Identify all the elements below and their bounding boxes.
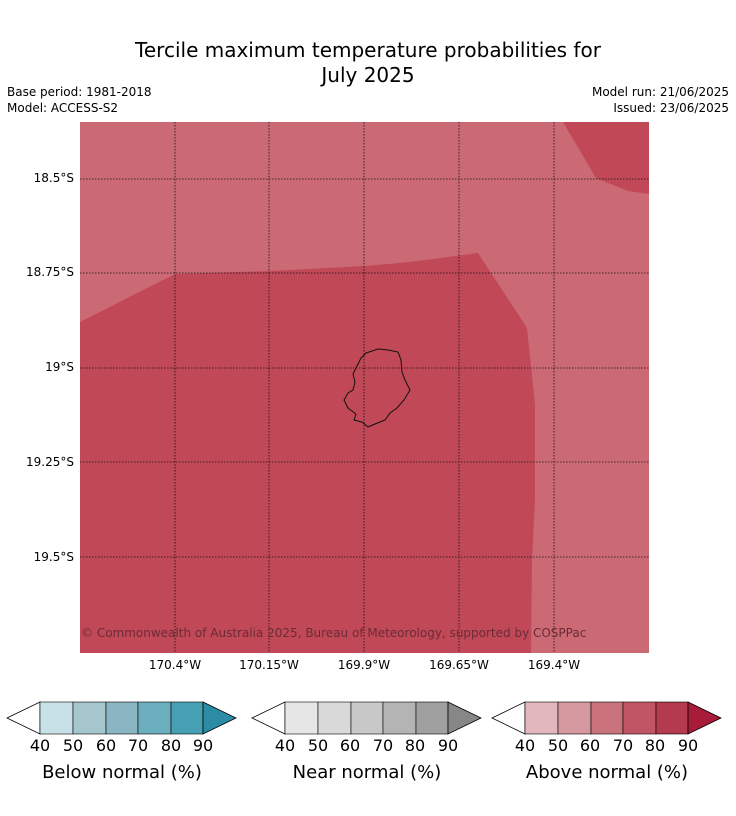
meta-right: Model run: 21/06/2025 Issued: 23/06/2025 xyxy=(592,84,729,116)
colorbar-tick: 90 xyxy=(437,736,459,755)
colorbar-tick: 40 xyxy=(29,736,51,755)
lat-label: 18.5°S xyxy=(33,171,74,185)
model-name: Model: ACCESS-S2 xyxy=(7,101,119,115)
colorbar-tick: 60 xyxy=(579,736,601,755)
colorbar-label: Below normal (%) xyxy=(42,762,202,783)
colorbar-tick: 80 xyxy=(404,736,426,755)
colorbar-tick: 50 xyxy=(62,736,84,755)
lat-label: 19.5°S xyxy=(33,550,74,564)
lat-label: 19°S xyxy=(45,360,74,374)
page-title: Tercile maximum temperature probabilitie… xyxy=(0,38,736,88)
colorbar-near-normal xyxy=(251,701,482,735)
title-line-2: July 2025 xyxy=(321,63,415,87)
colorbar-tick: 70 xyxy=(127,736,149,755)
lon-label: 169.65°W xyxy=(429,658,489,672)
colorbar-extend-low xyxy=(491,701,526,735)
colorbar-tick: 60 xyxy=(95,736,117,755)
colorbar-tick: 50 xyxy=(307,736,329,755)
copyright-notice: © Commonwealth of Australia 2025, Bureau… xyxy=(81,626,587,640)
meta-left: Base period: 1981-2018 Model: ACCESS-S2 xyxy=(7,84,152,116)
lon-label: 170.4°W xyxy=(148,658,202,672)
colorbar-tick: 70 xyxy=(612,736,634,755)
lat-label: 19.25°S xyxy=(26,455,74,469)
colorbar-extend-high xyxy=(687,701,722,735)
lon-label: 169.4°W xyxy=(527,658,581,672)
model-run: Model run: 21/06/2025 xyxy=(591,85,729,99)
colorbar-label: Near normal (%) xyxy=(292,762,442,783)
region-above-70-80 xyxy=(80,253,535,653)
colorbar-extend-high xyxy=(202,701,237,735)
colorbar-tick: 80 xyxy=(160,736,182,755)
lat-label: 18.75°S xyxy=(26,265,74,279)
region-above-70-80-ne xyxy=(563,122,649,194)
island-outline xyxy=(343,348,411,428)
colorbar-tick: 90 xyxy=(677,736,699,755)
colorbar-above-normal xyxy=(491,701,722,735)
colorbar-tick: 40 xyxy=(274,736,296,755)
colorbar-tick: 60 xyxy=(339,736,361,755)
colorbar-label: Above normal (%) xyxy=(525,762,689,783)
colorbar-tick: 40 xyxy=(514,736,536,755)
map-canvas xyxy=(80,122,649,653)
base-period: Base period: 1981-2018 xyxy=(7,85,152,99)
title-line-1: Tercile maximum temperature probabilitie… xyxy=(135,38,601,62)
colorbar-extend-low xyxy=(6,701,41,735)
colorbar-tick: 50 xyxy=(547,736,569,755)
colorbar-extend-high xyxy=(447,701,482,735)
colorbar-tick: 70 xyxy=(372,736,394,755)
issued-date: Issued: 23/06/2025 xyxy=(613,101,729,115)
lon-label: 169.9°W xyxy=(337,658,391,672)
colorbar-below-normal xyxy=(6,701,237,735)
colorbar-tick: 90 xyxy=(192,736,214,755)
lon-label: 170.15°W xyxy=(239,658,299,672)
graticule xyxy=(80,122,649,653)
colorbar-extend-low xyxy=(251,701,286,735)
colorbar-tick: 80 xyxy=(644,736,666,755)
